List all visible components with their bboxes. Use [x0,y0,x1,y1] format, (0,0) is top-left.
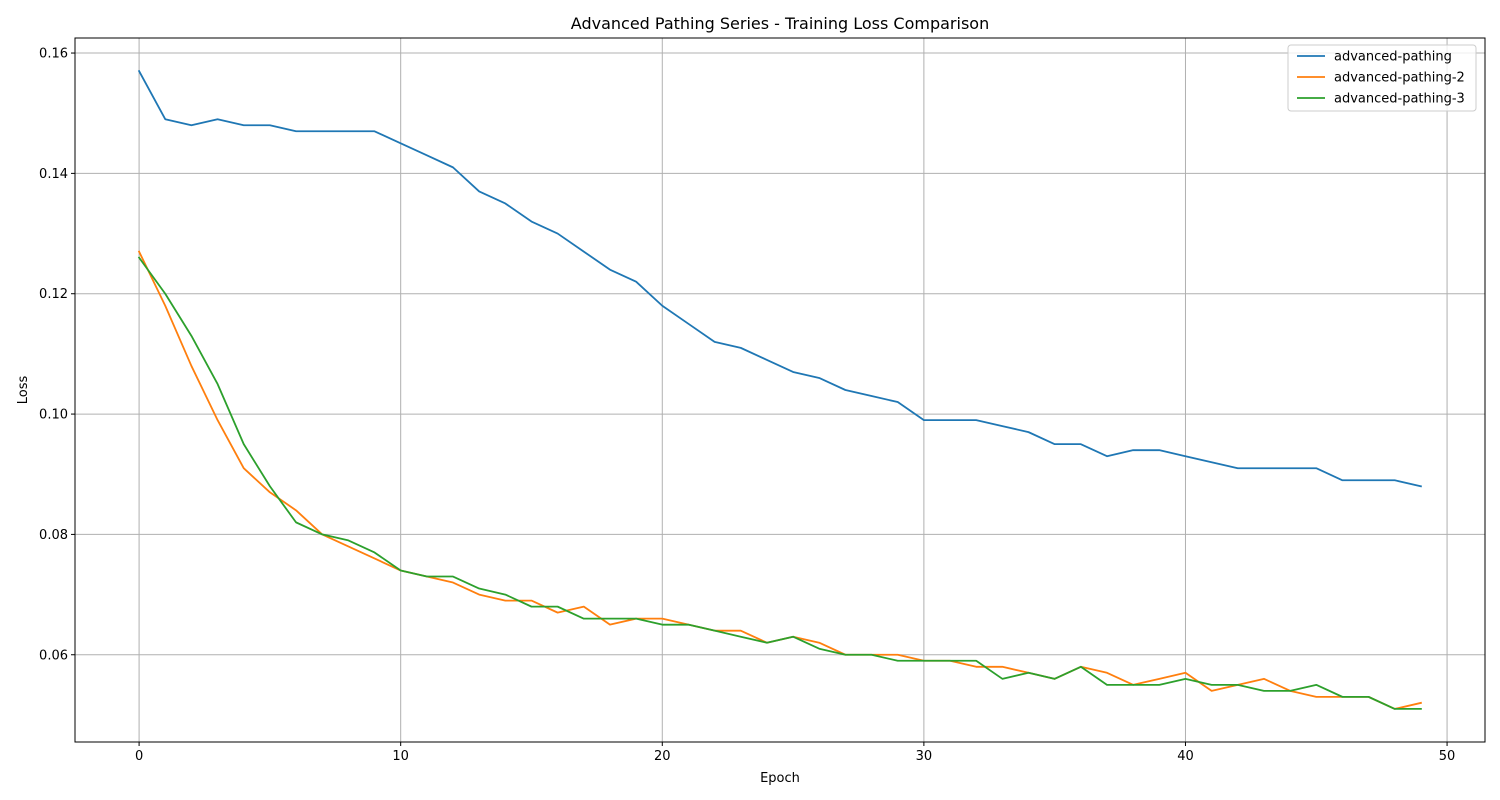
y-tick-label: 0.16 [39,47,68,62]
y-axis-label: Loss [16,376,31,405]
x-tick-label: 10 [392,749,409,764]
legend: advanced-pathing advanced-pathing-2 advanc… [1287,44,1477,112]
series-line-advanced-pathing [137,69,1422,488]
ticks: 0 10 20 30 40 50 0.06 0.08 0.10 0.12 0.14 0.16 [39,47,1455,764]
x-tick-label: 30 [916,749,933,764]
y-tick-label: 0.08 [39,528,68,543]
y-tick-label: 0.06 [39,648,68,663]
x-tick-label: 50 [1439,749,1456,764]
x-tick-label: 20 [654,749,671,764]
x-axis-label: Epoch [760,771,800,786]
legend-label: advanced-pathing-2 [1334,71,1465,86]
grid [75,38,1485,742]
y-tick-label: 0.14 [39,167,68,182]
series-line-advanced-pathing-3 [137,256,1422,710]
legend-label: advanced-pathing [1334,50,1452,65]
y-tick-label: 0.10 [39,408,68,423]
x-tick-label: 40 [1177,749,1194,764]
series-layer [137,69,1422,710]
chart-title: Advanced Pathing Series - Training Loss … [571,14,989,33]
plot-frame [74,37,1486,743]
legend-label: advanced-pathing-3 [1334,92,1465,107]
y-tick-label: 0.12 [39,287,68,302]
legend-box [1287,44,1477,112]
x-tick-label: 0 [135,749,143,764]
